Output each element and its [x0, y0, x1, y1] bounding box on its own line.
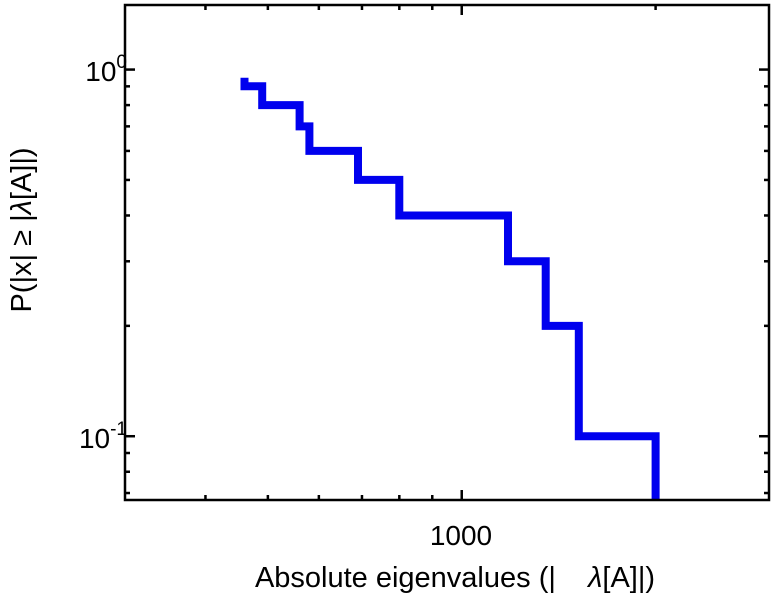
axis-ticks	[125, 5, 769, 500]
y-tick-label-1e0: 100	[85, 52, 127, 87]
x-tick-label-1000: 1000	[430, 520, 492, 551]
survival-curve	[240, 77, 660, 500]
y-tick-label-1e-1: 10-1	[79, 419, 127, 454]
y-axis-title: P(|x| ≥ |λ[A]|)	[6, 147, 38, 312]
x-axis-title: Absolute eigenvalues (| λ[A]|)	[255, 562, 655, 594]
plot-border	[123, 3, 771, 502]
